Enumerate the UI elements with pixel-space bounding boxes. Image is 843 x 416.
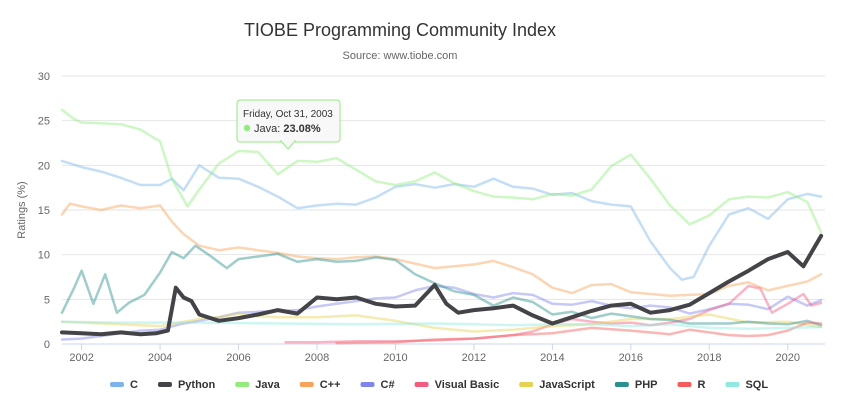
x-axis-ticks: 2002 2004 2006 2008 2010 2012 2014 2016 2018 2020 xyxy=(69,344,800,364)
y-tick-label: 15 xyxy=(38,205,50,217)
legend-item-java[interactable]: Java xyxy=(235,379,281,391)
series-line-php[interactable] xyxy=(60,244,823,327)
legend-item-php[interactable]: PHP xyxy=(614,379,658,391)
legend-swatch xyxy=(360,382,375,387)
series-line-r[interactable] xyxy=(335,321,823,345)
series-line-c[interactable] xyxy=(60,159,823,281)
series-line-c[interactable] xyxy=(60,284,823,341)
legend-item-sql[interactable]: SQL xyxy=(725,379,768,391)
legend-swatch xyxy=(235,382,250,387)
tooltip-box xyxy=(236,99,341,143)
x-tick-label: 2016 xyxy=(619,352,643,364)
y-axis-title: Ratings (%) xyxy=(16,181,28,238)
legend-swatch xyxy=(157,382,172,387)
x-tick-label: 2012 xyxy=(462,352,486,364)
legend-label: JavaScript xyxy=(539,379,595,391)
y-tick-label: 0 xyxy=(44,339,50,351)
y-tick-label: 25 xyxy=(38,116,50,128)
x-tick-label: 2014 xyxy=(540,352,564,364)
legend-label: Visual Basic xyxy=(435,379,500,391)
legend-swatch xyxy=(414,382,429,387)
tooltip-series-marker xyxy=(243,124,251,132)
series-line-python[interactable] xyxy=(60,233,824,337)
y-tick-label: 10 xyxy=(38,250,50,262)
y-tick-label: 30 xyxy=(38,71,50,83)
legend-label: PHP xyxy=(635,379,658,391)
series-line-visual-basic[interactable] xyxy=(284,284,823,344)
x-tick-label: 2006 xyxy=(226,352,250,364)
legend-label: SQL xyxy=(745,379,768,391)
legend-item-c[interactable]: C++ xyxy=(299,379,341,391)
tooltip-pointer-mask xyxy=(282,139,294,142)
y-axis-ticks: 0 5 10 15 20 25 30 xyxy=(38,71,50,351)
legend-swatch xyxy=(110,382,124,387)
chart-subtitle: Source: www.tiobe.com xyxy=(343,50,458,62)
legend-swatch xyxy=(725,382,740,387)
tooltip-value: 23.08% xyxy=(283,123,321,135)
legend-item-python[interactable]: Python xyxy=(157,379,216,391)
series-line-sql[interactable] xyxy=(60,320,823,331)
legend: C Python Java C++ C# Visual Basic JavaScript PH… xyxy=(110,379,768,391)
tooltip: Friday, Oct 31, 2003 Java: 23.08% xyxy=(236,99,341,150)
chart-title: TIOBE Programming Community Index xyxy=(244,20,556,40)
legend-label: R xyxy=(697,379,705,391)
series-line-java[interactable] xyxy=(60,108,823,234)
series-line-javascript[interactable] xyxy=(60,312,823,333)
tooltip-value-line: Java: 23.08% xyxy=(254,123,321,135)
legend-label: C++ xyxy=(320,379,341,391)
legend-item-r[interactable]: R xyxy=(677,379,705,391)
legend-label: C xyxy=(130,379,138,391)
tooltip-date: Friday, Oct 31, 2003 xyxy=(243,109,333,120)
legend-swatch xyxy=(519,382,534,387)
x-tick-label: 2018 xyxy=(697,352,721,364)
legend-item-javascript[interactable]: JavaScript xyxy=(519,379,595,391)
x-tick-label: 2008 xyxy=(305,352,329,364)
x-tick-label: 2020 xyxy=(775,352,799,364)
highlighted-series xyxy=(60,233,824,337)
legend-label: Java xyxy=(255,379,280,391)
legend-swatch xyxy=(299,382,314,387)
legend-swatch xyxy=(677,382,692,387)
legend-item-c[interactable]: C xyxy=(110,379,138,391)
x-tick-label: 2002 xyxy=(69,352,93,364)
x-tick-label: 2010 xyxy=(383,352,407,364)
y-tick-label: 5 xyxy=(44,294,50,306)
series-line-c[interactable] xyxy=(60,202,823,298)
legend-label: C# xyxy=(381,379,395,391)
y-tick-label: 20 xyxy=(38,160,50,172)
legend-swatch xyxy=(614,382,629,387)
legend-item-visual-basic[interactable]: Visual Basic xyxy=(414,379,500,391)
series-lines xyxy=(60,108,823,345)
tooltip-series-label: Java: xyxy=(254,123,283,135)
legend-item-c[interactable]: C# xyxy=(360,379,395,391)
x-tick-label: 2004 xyxy=(148,352,172,364)
legend-label: Python xyxy=(178,379,216,391)
